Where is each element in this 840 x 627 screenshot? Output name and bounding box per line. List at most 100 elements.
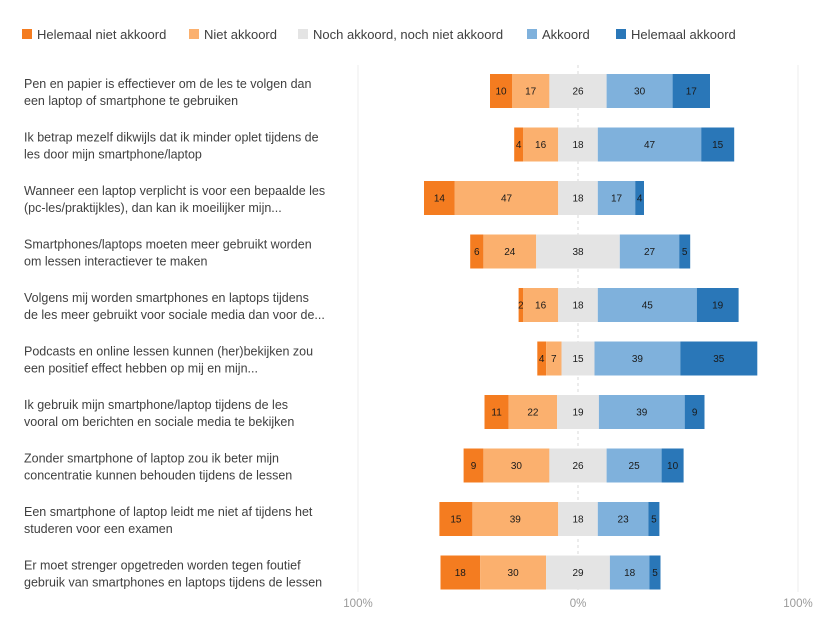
data-label: 5 — [651, 515, 657, 526]
data-label: 23 — [618, 515, 630, 526]
legend-swatch — [189, 29, 199, 39]
data-label: 17 — [611, 194, 623, 205]
legend-swatch — [22, 29, 32, 39]
bar-segment — [512, 74, 550, 108]
bar-segment — [649, 555, 661, 590]
data-label: 47 — [501, 194, 513, 205]
x-axis-ticks: 100% 0% 100% — [343, 598, 812, 610]
category-label: Smartphones/laptops moeten meer gebruikt… — [24, 238, 312, 269]
data-label: 47 — [644, 140, 656, 151]
bar-segment — [635, 181, 644, 215]
category-label: Wanneer een laptop verplicht is voor een… — [24, 184, 325, 215]
data-label: 18 — [572, 301, 584, 312]
data-label: 7 — [551, 354, 557, 365]
bar-segment — [597, 502, 649, 536]
legend-label: Noch akkoord, noch niet akkoord — [313, 27, 503, 42]
bar-segment — [549, 448, 607, 483]
bar-segment — [684, 395, 705, 429]
x-tick-label: 100% — [783, 598, 812, 610]
data-label: 30 — [511, 461, 523, 472]
bar-segment — [480, 555, 547, 590]
category-label: Pen en papier is effectiever om de les t… — [24, 77, 311, 108]
bar-segment — [484, 395, 509, 429]
legend-swatch — [527, 29, 537, 39]
data-label: 16 — [535, 301, 547, 312]
data-label: 39 — [510, 515, 522, 526]
bar-segment — [558, 288, 598, 322]
bar-segment — [594, 341, 681, 376]
data-label: 6 — [474, 247, 480, 258]
bar-segment — [661, 448, 684, 483]
data-label: 16 — [535, 140, 547, 151]
bar-segment — [606, 74, 673, 108]
bar-segment — [679, 234, 691, 269]
category-label: Volgens mij worden smartphones en laptop… — [24, 291, 325, 322]
data-label: 38 — [572, 247, 584, 258]
bar-segment — [672, 74, 710, 108]
bar-segment — [518, 288, 523, 322]
data-label: 15 — [450, 515, 462, 526]
data-label: 4 — [539, 354, 545, 365]
data-label: 18 — [572, 140, 584, 151]
bar-segment — [463, 448, 484, 483]
data-label: 2 — [518, 301, 524, 312]
bar-segment — [514, 127, 523, 162]
bar-segment — [472, 502, 559, 536]
bar-segment — [561, 341, 595, 376]
category-label: Een smartphone of laptop leidt me niet a… — [24, 505, 313, 536]
legend-label: Akkoord — [542, 27, 590, 42]
legend-label: Niet akkoord — [204, 27, 277, 42]
data-label: 26 — [572, 87, 584, 98]
data-label: 14 — [434, 194, 446, 205]
data-label: 22 — [527, 408, 539, 419]
bar-segment — [440, 555, 481, 590]
bar-segment — [557, 395, 599, 429]
data-label: 19 — [572, 408, 584, 419]
data-label: 19 — [712, 301, 724, 312]
data-label: 5 — [652, 568, 658, 579]
legend-label: Helemaal akkoord — [631, 27, 736, 42]
legend-label: Helemaal niet akkoord — [37, 27, 166, 42]
bar-segment — [537, 341, 547, 376]
legend: Helemaal niet akkoord Niet akkoord Noch ak… — [22, 27, 736, 42]
data-label: 18 — [455, 568, 467, 579]
data-label: 4 — [516, 140, 522, 151]
bar-segment — [558, 181, 598, 215]
data-label: 39 — [636, 408, 648, 419]
data-label: 45 — [642, 301, 654, 312]
legend-swatch — [616, 29, 626, 39]
data-label: 17 — [525, 87, 537, 98]
data-label: 39 — [632, 354, 644, 365]
bar-segment — [558, 502, 598, 536]
data-label: 9 — [471, 461, 477, 472]
bar-segment — [597, 181, 636, 215]
data-label: 4 — [637, 194, 643, 205]
bar-segment — [470, 234, 484, 269]
bar-segment — [523, 288, 559, 322]
bar-segment — [483, 448, 550, 483]
bar-segment — [424, 181, 455, 215]
category-label: Zonder smartphone of laptop zou ik beter… — [24, 452, 292, 483]
bar-segment — [598, 395, 685, 429]
data-label: 18 — [572, 515, 584, 526]
data-label: 29 — [572, 568, 584, 579]
category-labels: Pen en papier is effectiever om de les t… — [24, 77, 325, 590]
bar-segment — [546, 341, 562, 376]
bar-segment — [536, 234, 620, 269]
bar-segment — [558, 127, 598, 162]
category-label: Ik gebruik mijn smartphone/laptop tijden… — [24, 398, 294, 429]
bar-segment — [619, 234, 680, 269]
bar-segment — [454, 181, 559, 215]
bar-segment — [508, 395, 558, 429]
x-tick-label: 0% — [570, 598, 587, 610]
legend-swatch — [298, 29, 308, 39]
bar-segment — [701, 127, 735, 162]
x-tick-label: 100% — [343, 598, 372, 610]
category-label: Ik betrap mezelf dikwijls dat ik minder … — [24, 131, 319, 162]
bar-segment — [483, 234, 537, 269]
data-label: 18 — [624, 568, 636, 579]
bar-segment — [606, 448, 662, 483]
bar-segment — [490, 74, 512, 108]
